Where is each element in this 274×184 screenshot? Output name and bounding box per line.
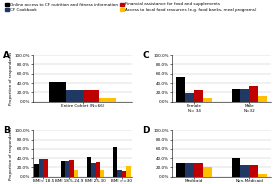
- Bar: [87, 157, 91, 177]
- Bar: [99, 98, 116, 102]
- Bar: [249, 86, 258, 102]
- Bar: [232, 89, 240, 102]
- Bar: [100, 170, 104, 177]
- Bar: [240, 89, 249, 102]
- Bar: [35, 164, 39, 177]
- Bar: [74, 170, 78, 177]
- Bar: [203, 167, 212, 177]
- Bar: [194, 163, 203, 177]
- Bar: [113, 146, 117, 177]
- Bar: [96, 162, 100, 177]
- Bar: [49, 82, 66, 102]
- Bar: [194, 90, 203, 102]
- Y-axis label: Proportion of respondents: Proportion of respondents: [8, 52, 13, 105]
- Bar: [232, 158, 240, 177]
- Bar: [185, 163, 194, 177]
- Bar: [249, 165, 258, 177]
- Text: A: A: [3, 51, 10, 60]
- Bar: [82, 90, 99, 102]
- Bar: [185, 93, 194, 102]
- Bar: [122, 171, 126, 177]
- Bar: [258, 96, 267, 102]
- Bar: [117, 170, 122, 177]
- Bar: [258, 174, 267, 177]
- Text: D: D: [142, 126, 150, 135]
- Bar: [70, 160, 74, 177]
- Text: B: B: [3, 126, 10, 135]
- Bar: [61, 161, 65, 177]
- Bar: [126, 167, 131, 177]
- Legend: Online access to CF nutrition and fitness information, CF Cookbook, Financial as: Online access to CF nutrition and fitnes…: [5, 2, 257, 12]
- Bar: [39, 159, 43, 177]
- Text: C: C: [142, 51, 149, 60]
- Bar: [43, 159, 48, 177]
- Bar: [66, 90, 82, 102]
- Bar: [65, 161, 70, 177]
- Bar: [176, 163, 185, 177]
- Bar: [176, 77, 185, 102]
- Bar: [91, 163, 96, 177]
- Bar: [240, 165, 249, 177]
- Bar: [203, 98, 212, 102]
- Y-axis label: Proportion of respondents: Proportion of respondents: [8, 127, 13, 180]
